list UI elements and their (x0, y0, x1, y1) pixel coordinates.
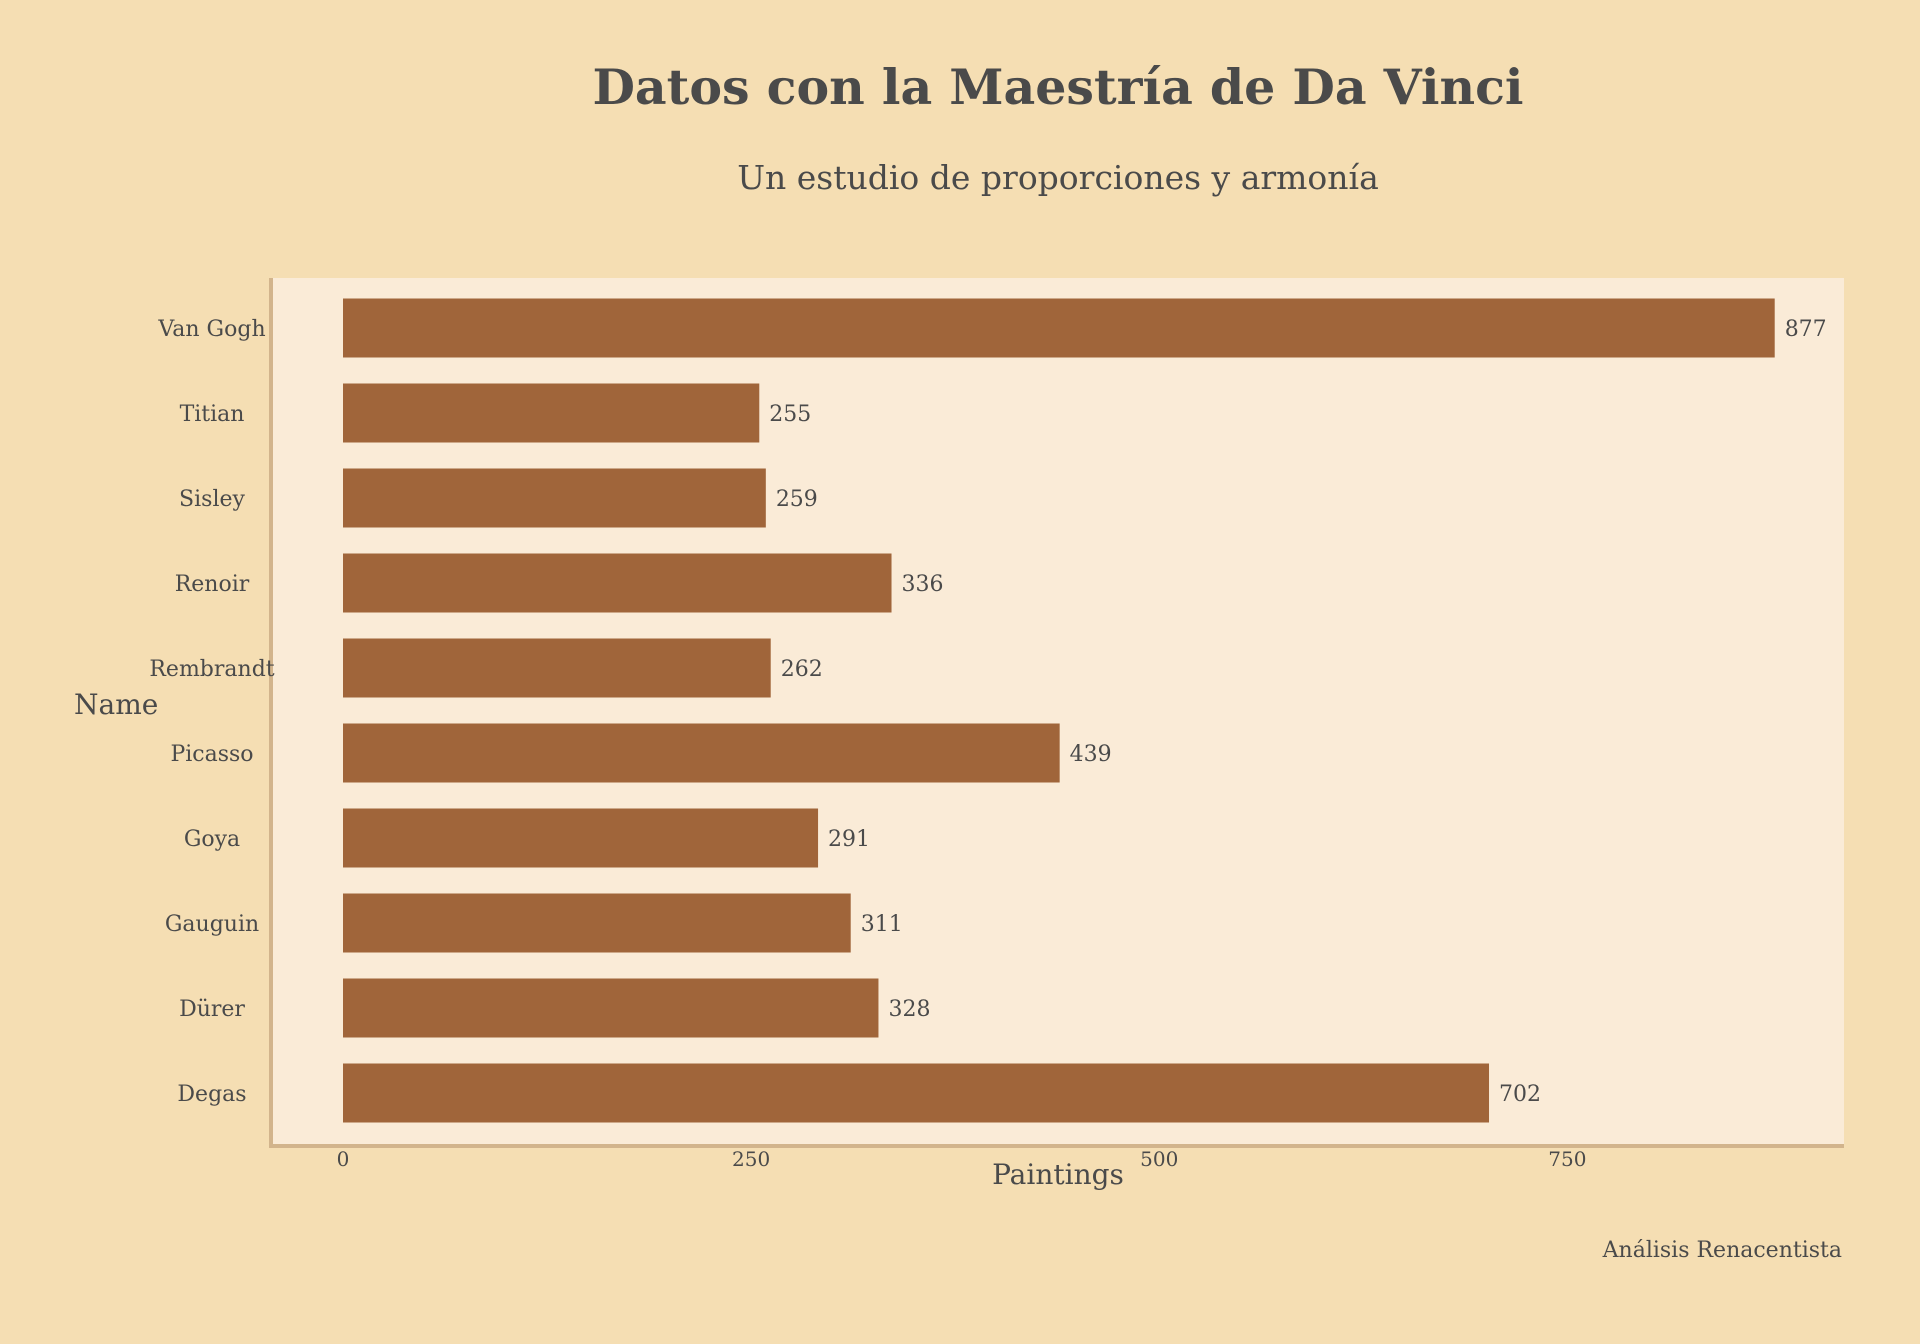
bar-rembrandt (343, 638, 771, 698)
x-tick-labels-layer: 0 250 500 750 (337, 1147, 1587, 1171)
x-tick-label: 0 (337, 1147, 350, 1171)
value-label: 702 (1499, 1082, 1541, 1107)
x-tick-label: 250 (732, 1147, 770, 1171)
bar-sisley (343, 468, 766, 528)
value-label: 328 (888, 997, 930, 1022)
category-label: Degas (177, 1082, 246, 1107)
value-labels-layer: 877 255 259 336 262 439 291 311 328 702 (769, 317, 1826, 1107)
value-label: 311 (861, 912, 903, 937)
category-label: Goya (184, 827, 240, 852)
x-axis-line (269, 1144, 1844, 1148)
x-tick-label: 500 (1140, 1147, 1178, 1171)
bar-gauguin (343, 893, 851, 953)
category-label: Picasso (170, 742, 253, 767)
chart-title: Datos con la Maestría de Da Vinci (592, 58, 1524, 116)
category-label: Gauguin (165, 912, 259, 937)
bar-renoir (343, 553, 892, 613)
value-label: 259 (776, 487, 818, 512)
x-tick-label: 750 (1548, 1147, 1586, 1171)
value-label: 291 (828, 827, 870, 852)
value-label: 336 (902, 572, 944, 597)
bar-goya (343, 808, 819, 868)
category-labels-layer: Van Gogh Titian Sisley Renoir Rembrandt Picas… (149, 317, 274, 1107)
value-label: 877 (1785, 317, 1827, 342)
category-label: Renoir (175, 572, 250, 597)
bar-van-gogh (343, 298, 1775, 358)
y-axis-line (269, 278, 273, 1148)
bar-titian (343, 383, 760, 443)
category-label: Titian (180, 402, 245, 427)
bar-d-rer (343, 978, 879, 1038)
value-label: 255 (769, 402, 811, 427)
x-axis-title: Paintings (992, 1158, 1124, 1191)
category-label: Sisley (179, 487, 245, 512)
category-label: Dürer (179, 997, 245, 1022)
category-label: Rembrandt (149, 657, 274, 682)
bar-degas (343, 1063, 1490, 1123)
chart-subtitle: Un estudio de proporciones y armonía (737, 158, 1379, 197)
value-label: 262 (781, 657, 823, 682)
y-axis-title: Name (74, 688, 159, 721)
category-label: Van Gogh (157, 317, 265, 342)
source-annotation: Análisis Renacentista (1602, 1238, 1842, 1263)
bars-layer (343, 298, 1775, 1123)
bar-picasso (343, 723, 1060, 783)
value-label: 439 (1070, 742, 1112, 767)
